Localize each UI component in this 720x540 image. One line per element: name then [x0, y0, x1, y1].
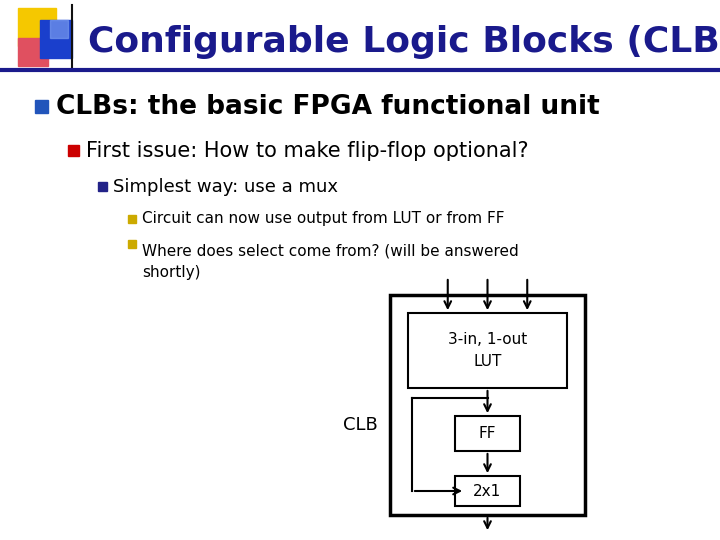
Bar [455, 416, 520, 451]
Bar [18, 38, 48, 66]
Bar [18, 8, 56, 46]
Bar [390, 295, 585, 515]
Text: FF: FF [479, 426, 496, 441]
Text: Simplest way: use a mux: Simplest way: use a mux [113, 178, 338, 196]
Bar [128, 215, 136, 223]
Text: Configurable Logic Blocks (CLBs): Configurable Logic Blocks (CLBs) [88, 25, 720, 59]
Bar [68, 145, 79, 156]
Bar [40, 20, 72, 58]
Bar [408, 313, 567, 388]
Text: CLB: CLB [343, 416, 378, 434]
Text: 2x1: 2x1 [473, 483, 502, 498]
Bar [50, 20, 68, 38]
Bar [98, 182, 107, 191]
Text: First issue: How to make flip-flop optional?: First issue: How to make flip-flop optio… [86, 141, 528, 161]
Bar [35, 100, 48, 113]
Bar [455, 476, 520, 506]
Text: CLBs: the basic FPGA functional unit: CLBs: the basic FPGA functional unit [56, 94, 600, 120]
Bar [128, 240, 136, 248]
Text: Circuit can now use output from LUT or from FF: Circuit can now use output from LUT or f… [142, 212, 505, 226]
Text: Where does select come from? (will be answered
shortly): Where does select come from? (will be an… [142, 244, 518, 280]
Text: 3-in, 1-out
LUT: 3-in, 1-out LUT [448, 333, 527, 368]
